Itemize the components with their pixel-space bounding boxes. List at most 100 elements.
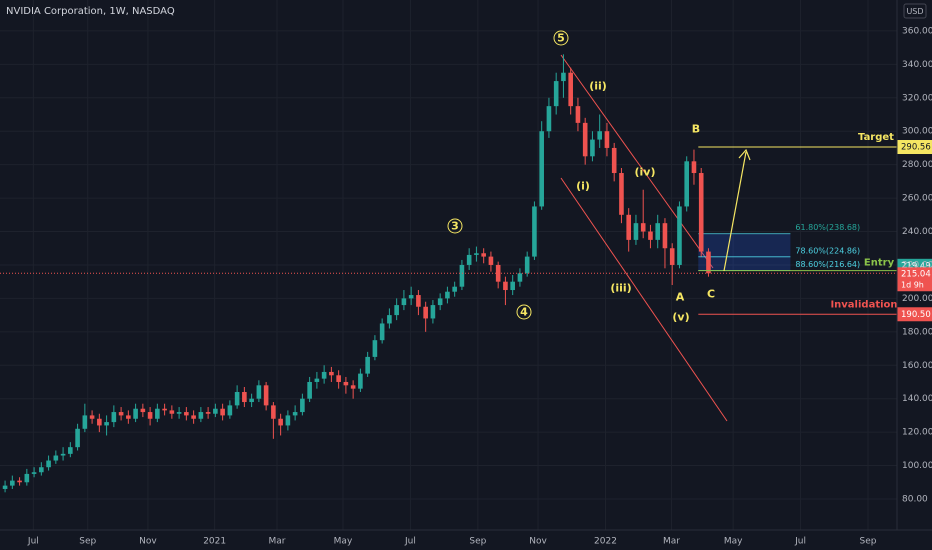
candle-body (553, 81, 559, 107)
candle-body (517, 273, 523, 282)
candle-body (590, 139, 595, 157)
candle-body (155, 408, 160, 419)
candle-body (314, 378, 320, 382)
candle-body (561, 72, 566, 82)
candle-body (394, 305, 399, 316)
y-tick-label: 280.00 (902, 160, 932, 170)
candle-body (387, 315, 392, 324)
candle-body (46, 460, 51, 468)
fib-label: 88.60%(216.64) (795, 260, 860, 269)
candle-body (633, 223, 639, 240)
price-tag-label: 190.50 (901, 310, 931, 320)
wave-circle (553, 30, 569, 46)
candle-body (75, 428, 80, 448)
y-tick-label: 80.00 (902, 494, 928, 504)
x-tick-label: Jul (404, 537, 416, 547)
candle-body (582, 122, 588, 157)
wave-label: (i) (576, 180, 590, 193)
candle-body (184, 412, 189, 416)
candle-body (575, 106, 581, 123)
candle-body (466, 254, 472, 265)
candle-body (365, 356, 370, 374)
currency[interactable]: USD (906, 7, 923, 16)
candle-body (706, 251, 711, 274)
candle-body (198, 412, 204, 419)
candle-body (271, 405, 276, 419)
candle-body (524, 256, 530, 274)
candle-body (68, 447, 73, 454)
fib-label: 61.80%(238.68) (795, 223, 860, 232)
wave-label: (iii) (610, 282, 631, 295)
candle-body (300, 398, 305, 413)
candle-body (336, 375, 341, 382)
level-name: Target (858, 132, 894, 143)
candle-body (546, 106, 552, 132)
x-tick-label: Sep (469, 537, 486, 547)
candle-body (111, 412, 117, 423)
x-tick-label: 2022 (594, 537, 617, 547)
candle-body (597, 131, 602, 140)
candle-body (691, 161, 697, 174)
candle-body (213, 408, 218, 414)
y-tick-label: 140.00 (902, 394, 932, 404)
price-tag (897, 307, 932, 322)
candle-body (488, 256, 494, 265)
candle-body (379, 323, 385, 341)
candle-body (256, 385, 262, 399)
candle-body (459, 264, 465, 287)
x-tick-label: Sep (860, 537, 877, 547)
price-tag-label: 290.56 (901, 143, 931, 153)
target-arrow (723, 151, 747, 272)
y-tick-label: 340.00 (902, 60, 932, 70)
candle-body (437, 298, 443, 306)
candle-body (278, 418, 283, 426)
x-tick-label: Mar (269, 537, 286, 547)
candle-body (655, 223, 661, 240)
candle-body (2, 485, 8, 489)
price-tag (897, 140, 932, 155)
candle-body (60, 453, 66, 456)
candle-body (10, 480, 15, 486)
candle-body (568, 72, 573, 107)
y-tick-label: 260.00 (902, 194, 932, 204)
y-tick-label: 100.00 (902, 461, 932, 471)
candle-body (97, 418, 102, 426)
wave-label: (ii) (589, 80, 607, 93)
wave-label: (iv) (635, 166, 656, 179)
candle-body (503, 281, 508, 291)
candle-body (452, 286, 457, 292)
y-tick-label: 300.00 (902, 127, 932, 137)
y-tick-label: 200.00 (902, 294, 932, 304)
candle-body (430, 305, 436, 319)
candle-body (604, 131, 610, 148)
y-tick-label: 240.00 (902, 227, 932, 237)
candle-body (140, 408, 146, 413)
candle-body (176, 412, 182, 414)
x-tick-label: Jul (27, 537, 39, 547)
y-tick-label: 120.00 (902, 428, 932, 438)
candle-body (17, 480, 22, 483)
y-tick-label: 360.00 (902, 26, 932, 36)
candle-body (611, 147, 617, 174)
candle-body (234, 392, 240, 406)
candle-body (31, 472, 37, 474)
x-tick-label: May (334, 537, 353, 547)
arrow-head (738, 148, 751, 161)
currency-button[interactable] (903, 3, 927, 19)
y-tick-label: 160.00 (902, 361, 932, 371)
wave-label: (v) (672, 311, 689, 324)
wave-label: 3 (451, 220, 459, 233)
x-tick-label: Nov (529, 537, 547, 547)
candle-body (307, 381, 312, 399)
candle-body (640, 223, 646, 232)
candle-body (242, 392, 247, 403)
candle-body (147, 412, 153, 419)
candle-body (205, 412, 211, 414)
candle-body (169, 410, 175, 414)
x-tick-label: May (724, 537, 743, 547)
candle-body (532, 206, 537, 257)
candle-body (285, 415, 291, 426)
candle-body (423, 306, 428, 319)
